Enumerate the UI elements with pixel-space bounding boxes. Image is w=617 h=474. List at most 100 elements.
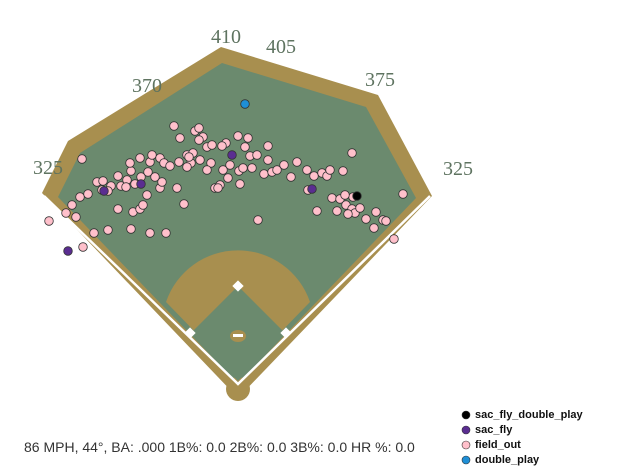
base [280, 327, 292, 339]
hit-point [136, 179, 146, 189]
annotation: 86 MPH, 44°, BA: .000 1B%: 0.0 2B%: 0.0 … [24, 439, 415, 455]
home-dirt [226, 377, 250, 401]
hit-point [202, 165, 212, 175]
hit-point [207, 140, 217, 150]
fence-distance: 410 [211, 26, 241, 48]
hit-point [279, 160, 289, 170]
hit-point [75, 192, 85, 202]
hit-point [352, 191, 362, 201]
hit-point [307, 184, 317, 194]
hit-point [113, 204, 123, 214]
hit-point [67, 200, 77, 210]
hit-point [179, 199, 189, 209]
hit-point [240, 99, 250, 109]
hit-point [145, 228, 155, 238]
hit-point [398, 189, 408, 199]
hit-point [389, 234, 399, 244]
hit-point [238, 163, 248, 173]
hit-point [347, 148, 357, 158]
hit-point [217, 141, 227, 151]
hit-point [263, 155, 273, 165]
hit-point [103, 225, 113, 235]
hit-point [252, 150, 262, 160]
hit-point [286, 172, 296, 182]
hit-point [312, 206, 322, 216]
hit-point [169, 121, 179, 131]
hit-point [161, 228, 171, 238]
hit-point [309, 171, 319, 181]
hit-point [240, 142, 250, 152]
fence-distance: 325 [33, 157, 63, 179]
hit-point [138, 200, 148, 210]
hit-point [325, 165, 335, 175]
hit-point [218, 165, 228, 175]
hit-point [332, 206, 342, 216]
base [184, 327, 196, 339]
hit-point [292, 157, 302, 167]
hit-point [343, 209, 353, 219]
hit-point [259, 169, 269, 179]
hit-point [247, 163, 257, 173]
fence-distance: 405 [266, 36, 296, 58]
hit-point [206, 158, 216, 168]
hit-point [381, 216, 391, 226]
legend-swatch [461, 425, 471, 435]
legend-label: double_play [475, 454, 540, 466]
foul-lines [43, 195, 431, 386]
hit-point [361, 214, 371, 224]
legend-label: sac_fly_double_play [475, 409, 583, 421]
hit-point [83, 189, 93, 199]
hit-point [371, 207, 381, 217]
hit-point [194, 135, 204, 145]
hit-point [243, 133, 253, 143]
hit-point [150, 172, 160, 182]
hit-point [338, 166, 348, 176]
hit-point [182, 162, 192, 172]
hit-point [302, 165, 312, 175]
legend-swatch [461, 410, 471, 420]
hit-point [61, 208, 71, 218]
hit-point [99, 186, 109, 196]
hit-point [175, 133, 185, 143]
hit-point [184, 152, 194, 162]
field [42, 47, 432, 401]
hit-point [174, 157, 184, 167]
rubber [233, 334, 243, 337]
fence-distance: 325 [443, 158, 473, 180]
hit-point [77, 154, 87, 164]
hit-point [165, 161, 175, 171]
hit-point [223, 173, 233, 183]
hit-point [44, 216, 54, 226]
hit-point [126, 224, 136, 234]
hit-point [147, 150, 157, 160]
legend-label: field_out [475, 439, 521, 451]
base [232, 280, 244, 292]
hit-point [135, 153, 145, 163]
hit-point [355, 203, 365, 213]
hit-point [369, 223, 379, 233]
hit-point [121, 182, 131, 192]
hit-point [272, 165, 282, 175]
hit-point [195, 155, 205, 165]
hit-point [172, 183, 182, 193]
hit-point [126, 166, 136, 176]
legend-label: sac_fly [475, 424, 513, 436]
legend-swatch [461, 455, 471, 465]
hit-point [63, 246, 73, 256]
hit-point [71, 212, 81, 222]
hit-point [89, 228, 99, 238]
hit-point [142, 190, 152, 200]
hit-point [98, 176, 108, 186]
hit-point [157, 177, 167, 187]
hit-point [263, 141, 273, 151]
hit-point [213, 183, 223, 193]
hit-point [78, 242, 88, 252]
fence-distance: 375 [365, 69, 395, 91]
hit-point [253, 215, 263, 225]
fence-distance: 370 [132, 75, 162, 97]
outfield-grass [58, 63, 416, 384]
hit-point [340, 190, 350, 200]
legend-swatch [461, 440, 471, 450]
hit-point [327, 193, 337, 203]
